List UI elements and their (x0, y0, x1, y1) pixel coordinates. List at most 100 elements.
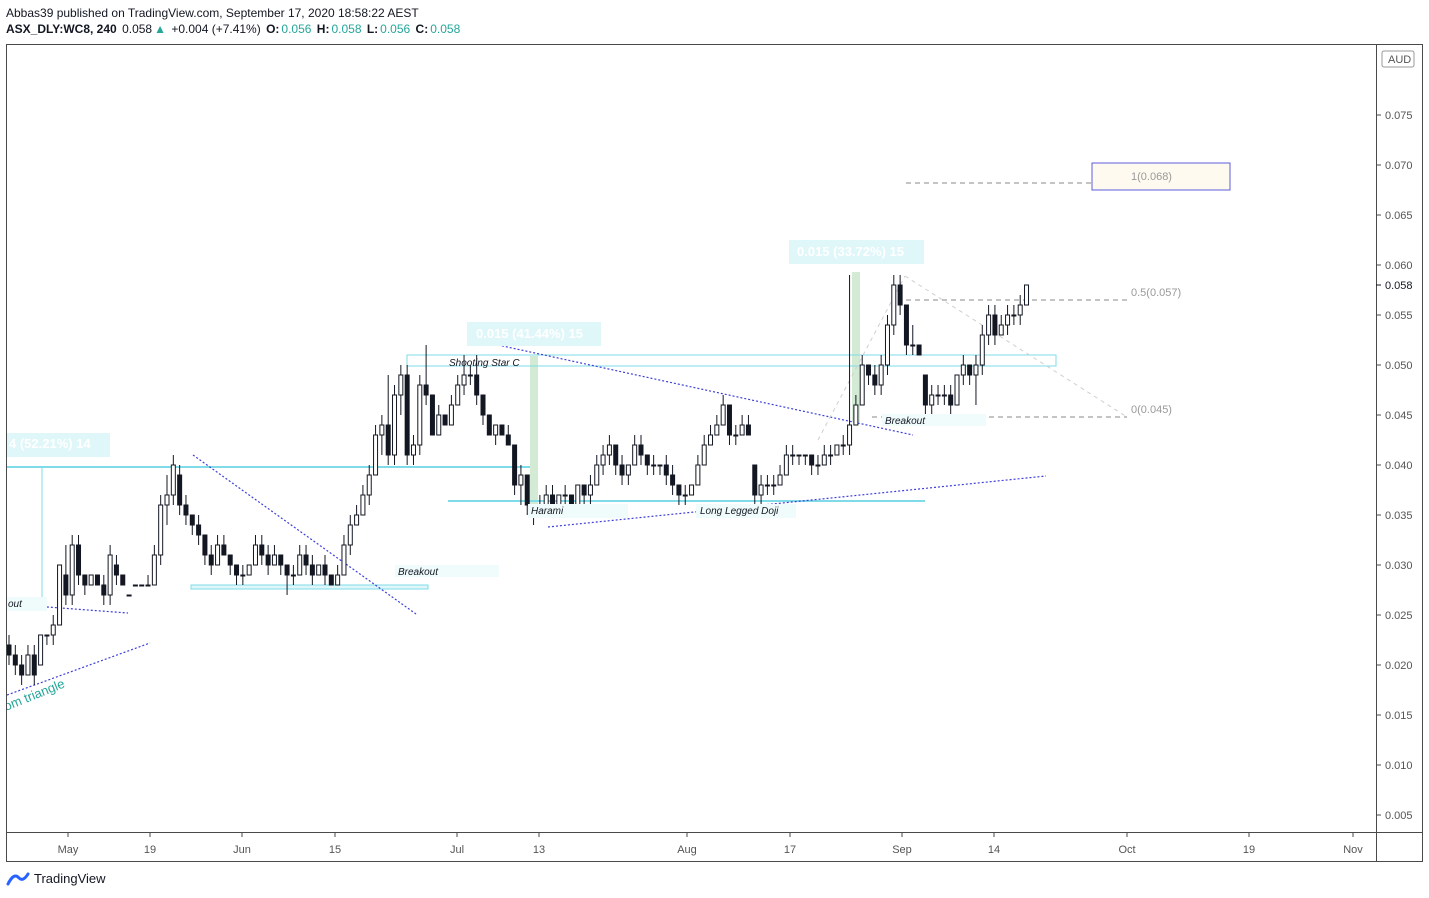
candle-body (76, 544, 82, 576)
candle-body (714, 424, 720, 436)
candle-body (132, 584, 138, 587)
candle-body (309, 564, 315, 576)
candle-body (404, 374, 410, 456)
fib-label: 1(0.068) (1131, 171, 1172, 183)
resistance-zone (406, 354, 1057, 367)
candle-body (480, 394, 486, 416)
time-tick-label: 15 (329, 844, 341, 856)
price-tick-label: 0.035 (1385, 510, 1413, 522)
candle-body (221, 544, 227, 556)
candle-body (606, 444, 612, 456)
time-tick-label: Aug (677, 844, 697, 856)
measure-bar (530, 356, 538, 508)
measure-bar (852, 272, 860, 422)
price-tick-label: 0.005 (1385, 810, 1413, 822)
candle-body (986, 314, 992, 336)
trendline (497, 344, 914, 436)
candle-body (139, 584, 145, 587)
candle-body (550, 494, 556, 506)
price-tick-label: 0.020 (1385, 660, 1413, 672)
candle-body (215, 544, 221, 566)
candle-body (316, 564, 322, 576)
candle-body (840, 444, 846, 447)
candle-body (929, 394, 935, 406)
time-tick-label: 17 (784, 844, 796, 856)
symbol-name[interactable]: ASX_DLY:WC8, 240 (6, 22, 117, 36)
candle-body (499, 424, 505, 436)
candle-body (57, 564, 63, 626)
candle-body (543, 494, 549, 506)
candle-body (960, 364, 966, 376)
candle-body (7, 644, 12, 656)
candle-body (455, 384, 461, 406)
candle-body (562, 494, 568, 497)
candle-body (44, 634, 50, 637)
candle-body (94, 574, 100, 586)
candle-body (670, 474, 676, 486)
candle-body (878, 364, 884, 386)
time-axis[interactable]: May 19 Jun 15 Jul 13 Aug 17 Sep 14 Oct 19 Nov (58, 832, 1364, 856)
price-tick-label: 0.050 (1385, 360, 1413, 372)
price-tick-label: 0.045 (1385, 410, 1413, 422)
candle-body (941, 394, 947, 397)
candle-body (246, 564, 252, 576)
high-value: 0.058 (331, 22, 362, 36)
candle-body (290, 574, 296, 577)
candle-body (638, 444, 644, 456)
candle-body (815, 464, 821, 467)
candle-body (872, 374, 878, 386)
last-price: 0.058 (122, 22, 153, 36)
candle-body (859, 364, 865, 406)
currency-box (1381, 50, 1415, 68)
candle-body (777, 474, 783, 486)
candle-body (486, 414, 492, 436)
price-tick-label: 0.030 (1385, 560, 1413, 572)
candle-body (177, 474, 183, 506)
candle-body (151, 554, 157, 586)
fib-label: 0.5(0.057) (1131, 287, 1181, 299)
candle-body (689, 484, 695, 496)
candle-body (164, 494, 170, 506)
candle-body (208, 554, 214, 566)
candle-body (347, 524, 353, 546)
candle-body (398, 374, 404, 396)
candle-body (82, 574, 88, 586)
candle-body (1024, 284, 1030, 306)
candle-body (733, 434, 739, 437)
measure-label: 0.015 (41.44%) 15 (476, 326, 583, 341)
candle-body (866, 364, 872, 376)
chart-frame (6, 44, 1423, 862)
candle-body (676, 484, 682, 496)
price-tick-label: 0.075 (1385, 110, 1413, 122)
harami-label-bg (528, 504, 628, 518)
doji-label-bg (696, 504, 796, 518)
candle-body (354, 514, 360, 526)
candle-body (234, 564, 240, 576)
candle-body (88, 574, 94, 586)
time-tick-label: 19 (144, 844, 156, 856)
candle-body (998, 324, 1004, 336)
price-axis[interactable]: 0.075 0.070 0.065 0.060 0.055 0.050 0.045 0.040… (1376, 50, 1415, 822)
candle-body (25, 654, 31, 676)
candle-body (682, 494, 688, 497)
candle-body (897, 284, 903, 306)
open-value: 0.056 (281, 22, 312, 36)
currency-label: AUD (1388, 54, 1411, 66)
support-zone (190, 584, 429, 590)
candle-body (297, 554, 303, 576)
candle-body (847, 424, 853, 446)
candle-body (158, 504, 164, 556)
candle-body (891, 284, 897, 326)
price-chart[interactable]: 4 (52.21%) 14 0.015 (41.44%) 15 0.015 (33.… (0, 0, 1429, 870)
price-tick-label: 0.040 (1385, 460, 1413, 472)
footer-brand[interactable]: TradingView (34, 871, 106, 886)
candle-body (954, 374, 960, 406)
time-tick-label: 14 (988, 844, 1000, 856)
price-tick-label: 0.010 (1385, 760, 1413, 772)
tradingview-logo-icon[interactable] (6, 872, 30, 886)
low-label: L: (366, 22, 379, 36)
candle-body (809, 454, 815, 466)
open-label: O: (266, 22, 280, 36)
candle-body (1017, 304, 1023, 316)
low-value: 0.056 (380, 22, 411, 36)
